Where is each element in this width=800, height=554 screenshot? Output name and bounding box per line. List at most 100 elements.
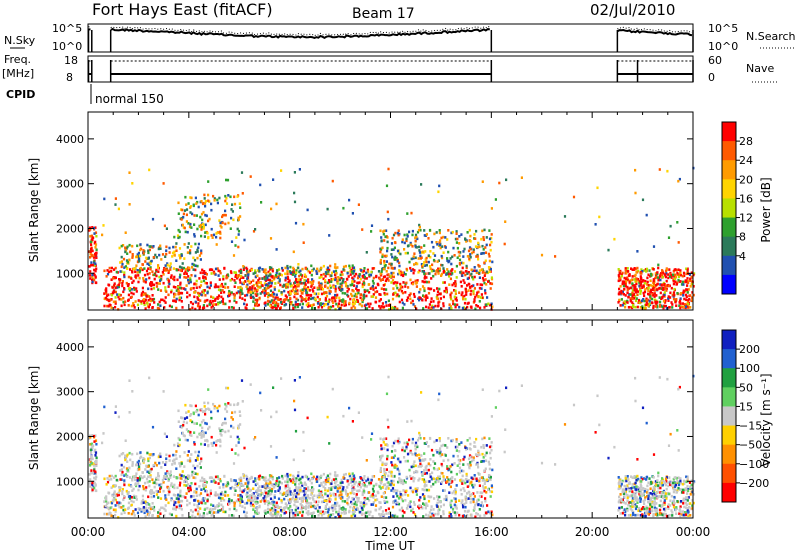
echo-cell	[212, 511, 216, 514]
echo-cell	[128, 258, 131, 262]
echo-cell	[165, 460, 168, 464]
echo-cell	[430, 477, 433, 481]
echo-cell	[186, 291, 189, 294]
echo-cell	[633, 288, 636, 292]
echo-cell	[144, 515, 147, 518]
echo-cell	[331, 507, 334, 511]
echo-cell	[157, 303, 160, 306]
echo-cell	[254, 271, 257, 275]
echo-cell	[204, 489, 207, 493]
echo-cell	[354, 272, 358, 276]
echo-cell	[95, 456, 98, 460]
echo-cell	[675, 269, 678, 272]
echo-cell	[314, 292, 317, 296]
echo-cell	[162, 281, 165, 285]
echo-cell	[166, 262, 169, 265]
echo-cell	[679, 269, 682, 272]
echo-cell	[189, 509, 193, 512]
echo-cell	[464, 495, 467, 499]
echo-cell	[301, 288, 304, 291]
echo-cell	[207, 193, 210, 197]
echo-cell	[237, 482, 240, 485]
echo-cell	[410, 509, 413, 513]
echo-cell	[449, 277, 452, 281]
echo-cell	[320, 514, 324, 517]
echo-cell	[241, 192, 244, 195]
echo-cell	[438, 231, 441, 235]
echo-cell	[127, 275, 130, 279]
echo-cell	[135, 255, 138, 258]
echo-cell	[396, 231, 399, 235]
echo-cell	[230, 240, 234, 243]
echo-cell	[370, 270, 373, 274]
echo-cell	[626, 270, 629, 273]
echo-cell	[325, 272, 328, 275]
echo-cell	[88, 482, 91, 485]
colorbar-frame	[721, 121, 737, 295]
echo-cell	[443, 281, 446, 284]
echo-cell	[209, 489, 212, 492]
echo-cell	[207, 401, 210, 405]
echo-cell	[204, 281, 207, 285]
echo-cell	[380, 270, 383, 273]
echo-cell	[254, 477, 257, 480]
echo-cell	[248, 494, 251, 497]
echo-cell	[488, 259, 491, 263]
echo-cell	[458, 513, 461, 517]
echo-cell	[404, 273, 407, 276]
echo-cell	[189, 280, 192, 284]
echo-cell	[261, 498, 264, 502]
echo-cell	[418, 223, 421, 227]
echo-cell	[307, 293, 310, 297]
echo-cell	[224, 286, 227, 289]
echo-cell	[386, 210, 389, 214]
echo-cell	[337, 513, 340, 516]
echo-cell	[147, 267, 150, 270]
echo-cell	[203, 410, 207, 413]
echo-cell	[163, 306, 166, 309]
echo-cell	[177, 285, 180, 289]
echo-cell	[127, 506, 130, 510]
echo-cell	[119, 270, 122, 273]
echo-cell	[215, 511, 218, 514]
echo-cell	[317, 513, 320, 517]
echo-cell	[194, 307, 197, 311]
echo-cell	[264, 277, 267, 280]
echo-cell	[197, 454, 200, 458]
echo-cell	[433, 254, 437, 257]
echo-cell	[343, 292, 347, 295]
echo-cell	[129, 458, 132, 462]
echo-cell	[467, 271, 470, 274]
echo-cell	[667, 273, 670, 276]
echo-cell	[479, 514, 482, 518]
echo-cell	[480, 268, 483, 271]
echo-cell	[198, 515, 201, 519]
echo-cell	[198, 254, 201, 257]
echo-cell	[334, 493, 337, 496]
echo-cell	[263, 510, 266, 513]
echo-cell	[324, 506, 327, 510]
echo-cell	[209, 281, 212, 284]
echo-cell	[473, 506, 476, 509]
echo-cell	[393, 246, 396, 250]
echo-cell	[473, 507, 476, 511]
echo-cell	[396, 494, 399, 498]
echo-cell	[273, 276, 276, 280]
echo-cell	[423, 272, 426, 276]
echo-cell	[626, 291, 629, 294]
echo-cell	[247, 480, 250, 484]
echo-cell	[270, 299, 273, 302]
echo-cell	[421, 488, 424, 491]
echo-cell	[418, 477, 421, 481]
echo-cell	[400, 497, 403, 501]
echo-cell	[107, 478, 111, 482]
echo-cell	[88, 473, 91, 476]
echo-cell	[145, 256, 148, 260]
echo-cell	[645, 297, 648, 301]
echo-cell	[631, 291, 634, 295]
echo-cell	[462, 505, 465, 509]
echo-cell	[177, 436, 180, 440]
echo-cell	[144, 292, 147, 296]
echo-cell	[462, 261, 465, 265]
echo-cell	[422, 270, 426, 274]
